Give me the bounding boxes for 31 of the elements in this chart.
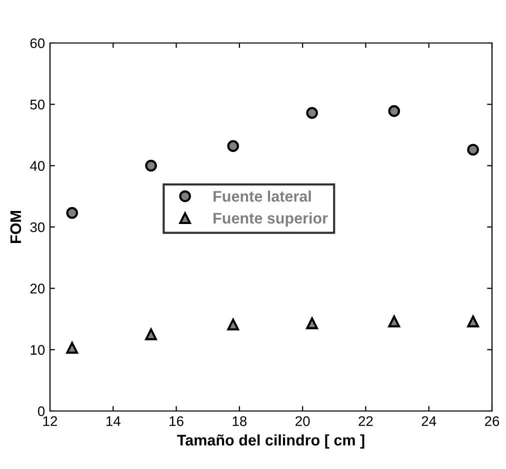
y-tick-label: 60: [30, 38, 45, 48]
x-tick-label: 20: [296, 416, 310, 426]
legend-label: Fuente superior: [214, 212, 328, 227]
y-axis-title: FOM: [10, 211, 22, 243]
x-tick-label: 22: [358, 416, 373, 426]
y-tick-label: 10: [30, 345, 45, 355]
point: [388, 105, 400, 117]
point: [306, 317, 318, 330]
legend-label: Fuente lateral: [214, 190, 311, 202]
y-tick-label: 0: [38, 406, 45, 416]
y-tick-label: 20: [30, 284, 45, 294]
y-tick-label: 40: [30, 161, 45, 171]
point: [306, 107, 318, 119]
point: [66, 206, 78, 219]
point: [227, 318, 240, 330]
x-tick-label: 14: [106, 416, 120, 426]
point: [227, 140, 240, 152]
point: [145, 328, 157, 340]
point: [388, 316, 400, 328]
x-tick-label: 12: [43, 416, 58, 426]
x-tick-label: 24: [422, 416, 436, 426]
x-tick-label: 16: [170, 416, 184, 426]
point: [467, 316, 479, 328]
y-tick-label: 50: [30, 100, 45, 110]
point: [66, 342, 78, 354]
point: [145, 160, 157, 172]
x-tick-label: 26: [484, 416, 500, 426]
x-axis-title: Tamaño del cilindro [ cm ]: [177, 434, 364, 449]
y-tick-label: 30: [30, 222, 45, 232]
point: [467, 144, 479, 156]
x-tick-label: 18: [232, 416, 247, 426]
